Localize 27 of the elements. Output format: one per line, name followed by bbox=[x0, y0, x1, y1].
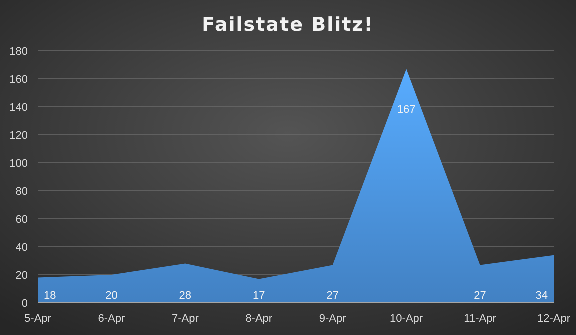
y-tick-label: 40 bbox=[16, 242, 28, 254]
x-tick-label: 10-Apr bbox=[390, 313, 424, 325]
y-tick-label: 60 bbox=[16, 214, 28, 226]
x-tick-label: 7-Apr bbox=[172, 313, 200, 325]
data-label: 27 bbox=[326, 290, 339, 302]
x-tick-label: 12-Apr bbox=[537, 313, 571, 325]
x-tick-label: 9-Apr bbox=[319, 313, 347, 325]
y-tick-label: 20 bbox=[16, 270, 28, 282]
y-tick-label: 140 bbox=[10, 102, 28, 114]
x-tick-label: 8-Apr bbox=[246, 313, 273, 325]
x-tick-label: 11-Apr bbox=[464, 313, 497, 325]
y-tick-label: 100 bbox=[10, 158, 28, 170]
data-label: 34 bbox=[536, 290, 548, 302]
y-tick-label: 80 bbox=[16, 186, 28, 198]
chart-title: Failstate Blitz! bbox=[202, 14, 374, 36]
y-tick-label: 180 bbox=[10, 46, 28, 58]
y-tick-label: 0 bbox=[22, 298, 28, 310]
data-label: 28 bbox=[179, 290, 192, 302]
data-label: 20 bbox=[106, 290, 118, 302]
x-tick-label: 6-Apr bbox=[98, 313, 126, 325]
y-tick-label: 160 bbox=[10, 74, 28, 86]
data-label: 18 bbox=[44, 290, 56, 302]
x-tick-label: 5-Apr bbox=[24, 313, 52, 325]
y-tick-label: 120 bbox=[10, 130, 28, 142]
data-label: 17 bbox=[253, 290, 266, 302]
data-label: 167 bbox=[397, 104, 416, 116]
data-label: 27 bbox=[474, 290, 486, 302]
